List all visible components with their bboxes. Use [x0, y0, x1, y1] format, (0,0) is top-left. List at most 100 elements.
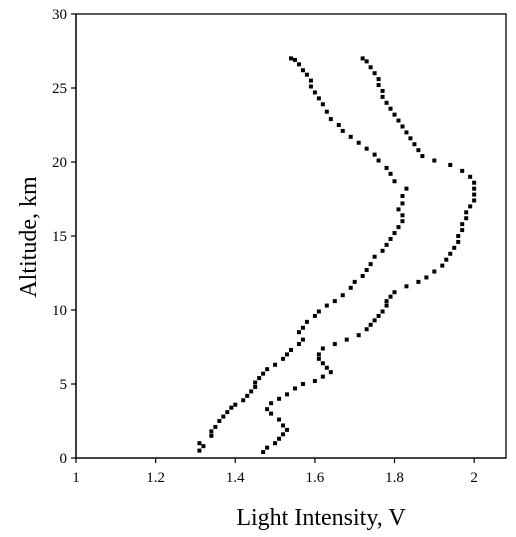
- data-point-series-2: [384, 303, 389, 308]
- data-point-series-2: [400, 124, 405, 129]
- data-point-series-1: [360, 273, 365, 278]
- data-point-series-2: [388, 106, 393, 111]
- data-point-series-2: [265, 407, 270, 412]
- data-point-series-1: [249, 389, 254, 394]
- x-tick-label: 1: [72, 470, 80, 486]
- y-tick-label: 0: [60, 451, 68, 467]
- data-point-series-2: [420, 154, 425, 159]
- x-tick-label: 1.8: [385, 470, 404, 486]
- data-point-series-1: [332, 299, 337, 304]
- data-point-series-2: [456, 234, 461, 238]
- data-point-series-2: [384, 100, 389, 105]
- data-point-series-2: [460, 228, 465, 233]
- data-point-series-1: [388, 236, 393, 241]
- data-point-series-1: [304, 72, 309, 77]
- data-point-series-1: [213, 424, 218, 429]
- data-point-series-1: [328, 117, 333, 122]
- data-point-series-1: [392, 231, 397, 236]
- data-point-series-1: [253, 380, 258, 385]
- data-point-series-1: [229, 405, 234, 410]
- data-point-series-1: [376, 158, 381, 163]
- data-point-series-2: [452, 245, 457, 250]
- data-point-series-2: [472, 192, 477, 197]
- data-point-series-2: [356, 333, 361, 338]
- plot-frame: [75, 13, 507, 459]
- data-point-series-2: [412, 142, 417, 147]
- y-tick-label: 15: [52, 229, 67, 245]
- data-point-series-2: [392, 290, 397, 295]
- data-point-series-2: [440, 263, 445, 268]
- data-point-series-2: [376, 83, 381, 88]
- x-tick-label: 1.2: [146, 470, 165, 486]
- data-point-series-2: [285, 427, 290, 432]
- data-point-series-2: [416, 279, 421, 284]
- data-point-series-2: [269, 411, 274, 416]
- data-point-series-2: [376, 77, 381, 82]
- data-point-series-2: [285, 392, 290, 397]
- data-point-series-2: [376, 313, 381, 318]
- data-point-series-1: [384, 165, 389, 170]
- data-point-series-1: [392, 179, 397, 184]
- y-tick-label: 30: [52, 7, 67, 23]
- data-point-series-1: [380, 248, 385, 253]
- data-point-series-2: [277, 417, 282, 422]
- data-point-series-1: [209, 429, 214, 434]
- data-point-series-1: [257, 376, 262, 381]
- data-point-series-2: [261, 450, 266, 455]
- data-point-series-2: [396, 118, 401, 123]
- data-point-series-2: [292, 386, 297, 391]
- data-point-series-2: [300, 382, 305, 386]
- data-point-series-1: [364, 146, 369, 151]
- x-tick-label: 1.4: [226, 470, 245, 486]
- y-tick-label: 10: [52, 303, 67, 319]
- plot-area: [75, 13, 507, 459]
- data-point-series-2: [312, 379, 317, 384]
- data-point-series-1: [201, 444, 206, 449]
- data-point-series-1: [308, 84, 313, 89]
- data-point-series-1: [388, 171, 393, 176]
- data-point-series-2: [424, 275, 429, 280]
- data-point-series-2: [448, 251, 453, 256]
- data-point-series-1: [300, 68, 305, 73]
- data-point-series-2: [404, 284, 409, 289]
- data-points: [197, 56, 477, 455]
- data-point-series-1: [324, 109, 329, 114]
- data-point-series-2: [344, 337, 349, 342]
- data-point-series-1: [336, 123, 341, 127]
- data-point-series-2: [472, 186, 477, 191]
- data-point-series-2: [360, 56, 365, 61]
- data-point-series-1: [356, 140, 361, 145]
- data-point-series-1: [320, 102, 325, 107]
- data-point-series-2: [456, 239, 461, 244]
- data-point-series-2: [320, 346, 325, 351]
- data-point-series-1: [300, 325, 305, 330]
- data-point-series-2: [468, 204, 473, 209]
- data-point-series-2: [460, 222, 465, 227]
- y-tick-label: 5: [60, 377, 68, 393]
- data-point-series-1: [316, 309, 321, 314]
- y-tick-label: 25: [52, 81, 67, 97]
- data-point-series-2: [444, 257, 449, 262]
- data-point-series-2: [432, 158, 437, 163]
- data-point-series-2: [265, 445, 270, 450]
- data-point-series-1: [217, 419, 222, 423]
- data-point-series-1: [340, 293, 345, 298]
- data-point-series-1: [400, 201, 405, 206]
- data-point-series-1: [197, 448, 202, 453]
- data-point-series-1: [400, 194, 405, 199]
- data-point-series-1: [241, 398, 246, 403]
- data-point-series-2: [269, 401, 274, 406]
- data-point-series-1: [352, 279, 357, 284]
- data-point-series-1: [209, 433, 214, 438]
- data-point-series-1: [296, 342, 301, 347]
- data-point-series-2: [368, 322, 373, 327]
- data-point-series-2: [368, 65, 373, 70]
- data-point-series-1: [368, 262, 373, 267]
- data-point-series-1: [372, 152, 377, 157]
- data-point-series-2: [464, 216, 469, 221]
- data-point-series-2: [432, 269, 437, 274]
- data-point-series-2: [364, 59, 369, 64]
- y-tick-label: 20: [52, 155, 67, 171]
- data-point-series-1: [289, 347, 293, 352]
